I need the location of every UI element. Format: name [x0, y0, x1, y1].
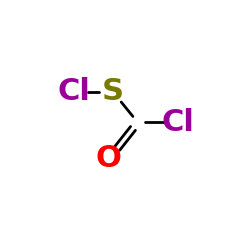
Text: S: S — [102, 77, 124, 106]
Text: Cl: Cl — [162, 108, 194, 137]
Text: O: O — [96, 144, 122, 174]
Text: Cl: Cl — [58, 77, 91, 106]
